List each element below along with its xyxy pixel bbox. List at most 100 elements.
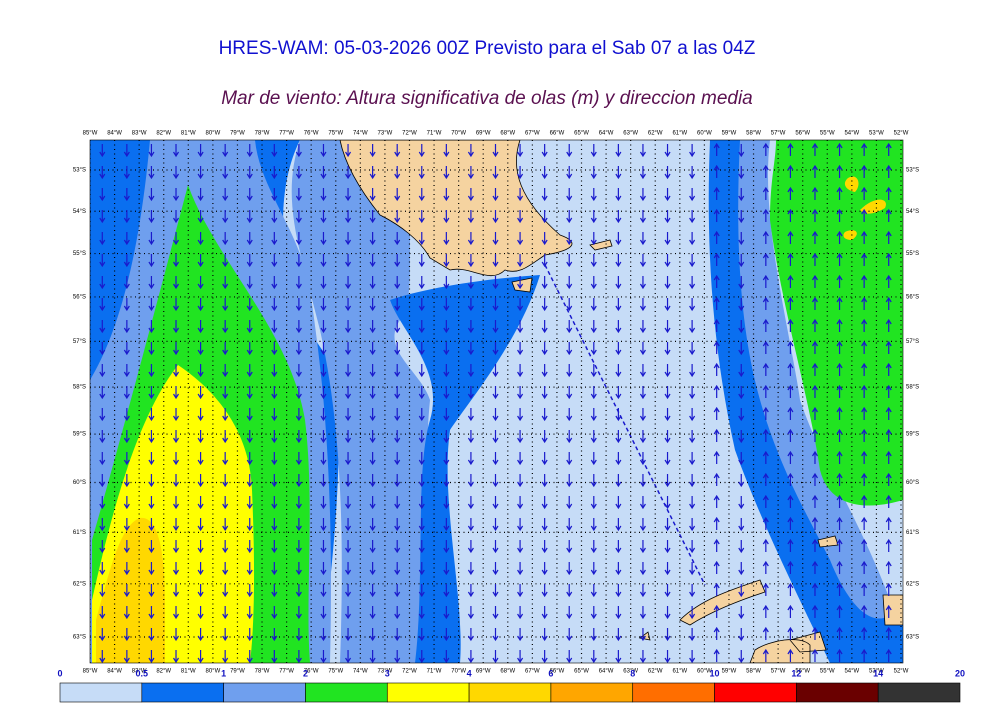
arrow (222, 584, 229, 598)
lat-label: 63°S (73, 635, 86, 641)
lon-label: 58°W (746, 131, 761, 137)
arrow (541, 540, 548, 554)
arrow (295, 210, 302, 224)
arrow (541, 276, 548, 290)
arrow (246, 386, 253, 400)
lon-label: 76°W (304, 131, 319, 137)
arrow (639, 540, 646, 554)
arrow (664, 496, 671, 510)
arrow (787, 274, 794, 288)
colorbar-label: 20 (955, 668, 965, 678)
arrow (689, 452, 696, 466)
arrow (246, 364, 253, 378)
arrow (639, 606, 646, 620)
arrow (418, 298, 425, 312)
arrow (885, 538, 892, 552)
arrow (123, 320, 130, 334)
arrow (197, 496, 204, 510)
arrow (222, 408, 229, 422)
arrow (295, 386, 302, 400)
arrow (345, 452, 352, 466)
arrow (762, 560, 769, 574)
arrow (173, 606, 180, 620)
arrow (320, 188, 327, 202)
arrow (394, 540, 401, 554)
arrow (713, 582, 720, 596)
arrow (369, 628, 376, 642)
arrow (148, 144, 155, 158)
arrow (320, 518, 327, 532)
lon-label: 68°W (500, 131, 515, 137)
arrow (811, 450, 818, 464)
arrow (590, 650, 597, 663)
arrow (664, 254, 671, 268)
arrow (467, 430, 474, 444)
lon-label: 55°W (820, 669, 835, 675)
arrow (615, 496, 622, 510)
arrow (836, 164, 843, 178)
arrow (467, 144, 474, 158)
arrow (836, 648, 843, 662)
arrow (861, 186, 868, 200)
arrow (246, 232, 253, 246)
arrow (689, 342, 696, 356)
arrow (713, 274, 720, 288)
arrow (320, 650, 327, 663)
lon-label: 73°W (378, 669, 393, 675)
arrow (369, 298, 376, 312)
arrow (148, 628, 155, 642)
arrow (861, 230, 868, 244)
lat-label: 60°S (906, 480, 919, 486)
arrow (836, 296, 843, 310)
lon-label: 68°W (500, 669, 515, 675)
arrow (418, 452, 425, 466)
arrow (246, 166, 253, 180)
lon-label: 81°W (181, 131, 196, 137)
arrow (271, 628, 278, 642)
arrow (762, 626, 769, 640)
arrow (517, 584, 524, 598)
arrow (197, 408, 204, 422)
arrow (467, 474, 474, 488)
arrow (492, 166, 499, 180)
arrow (590, 606, 597, 620)
land (639, 535, 903, 663)
wave-band (843, 176, 886, 240)
arrow (885, 384, 892, 398)
arrow (222, 210, 229, 224)
arrow (615, 210, 622, 224)
arrow (762, 186, 769, 200)
colorbar-label: 4 (467, 668, 472, 678)
arrow (222, 540, 229, 554)
arrow (246, 562, 253, 576)
arrow (197, 452, 204, 466)
arrow (713, 538, 720, 552)
arrow (566, 320, 573, 334)
arrow (517, 166, 524, 180)
arrow (467, 496, 474, 510)
arrow (320, 452, 327, 466)
arrow (197, 276, 204, 290)
arrow (787, 296, 794, 310)
colorbar-segment (468, 682, 552, 703)
arrow (369, 408, 376, 422)
arrow (639, 386, 646, 400)
arrow (689, 584, 696, 598)
arrow (811, 560, 818, 574)
colorbar-segment (141, 682, 224, 703)
arrow (418, 254, 425, 268)
arrow (148, 166, 155, 180)
arrow (541, 232, 548, 246)
arrow (713, 560, 720, 574)
arrow (246, 518, 253, 532)
arrow (615, 342, 622, 356)
arrow (836, 142, 843, 156)
arrow (99, 474, 106, 488)
arrow (861, 208, 868, 222)
colorbar-label: 10 (710, 668, 720, 678)
arrow (418, 166, 425, 180)
arrow (517, 232, 524, 246)
arrow (836, 472, 843, 486)
arrow (295, 364, 302, 378)
arrow (148, 496, 155, 510)
